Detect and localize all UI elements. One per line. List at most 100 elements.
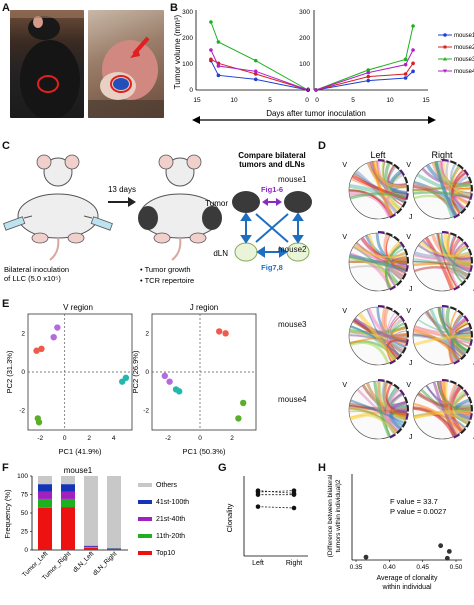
g-point-right (291, 505, 297, 511)
pca-point (222, 330, 229, 337)
f-category-label: dLN_Right (92, 550, 119, 577)
h-point (438, 543, 444, 549)
f-legend-swatch (138, 517, 152, 521)
f-legend-swatch (138, 534, 152, 538)
chord-v-label: V (342, 234, 347, 241)
f-legend-label: 41st-100th (156, 499, 189, 506)
b-left-ytick: 100 (182, 61, 193, 68)
chord-row-label-mouse4: mouse4 (278, 395, 307, 404)
tumor-right-icon (202, 206, 222, 230)
h-p-value: P value = 0.0027 (390, 507, 446, 516)
blue-compare-arrows (240, 212, 304, 258)
dln-left-shape (234, 242, 258, 262)
f-bar-segment-Top10 (38, 507, 52, 550)
g-point-right (291, 492, 297, 497)
chord-v-label: V (342, 162, 347, 169)
mouse-illustration-after (138, 154, 222, 261)
b-ylabel: Tumor volume (mm³) (173, 14, 182, 89)
pca-point (235, 415, 242, 422)
pca-j-xlabel: PC1 (50.3%) (183, 447, 226, 456)
b-right-xtick: 0 (315, 97, 319, 104)
chord-diagram-mouse1-right: VJ (406, 159, 474, 221)
g-ylabel: Clonality (225, 503, 234, 532)
b-left-xticks: 15 10 5 0 (193, 97, 309, 104)
f-ytick-label: 50 (21, 510, 29, 517)
b-point-mouse2 (253, 72, 258, 76)
mouse-photo-open-art (88, 36, 164, 118)
fig16-label: Fig1-6 (261, 185, 283, 194)
b-left-xtick: 15 (193, 97, 201, 104)
chord-cells: VJVJVJVJVJVJVJVJ (342, 159, 474, 441)
h-f-value: F value = 33.7 (390, 497, 438, 506)
chord-diagram-mouse1-left: VJ (342, 159, 413, 221)
b-series-line-mouse2 (315, 63, 414, 91)
f-bar-segment-Others (107, 476, 121, 548)
b-series-line-mouse4 (315, 49, 414, 91)
f-legend-swatch (138, 551, 152, 555)
f-ytick-label: 75 (21, 492, 29, 499)
pca-tick-label: -2 (165, 435, 171, 442)
f-category-label: dLN_Left (72, 550, 96, 574)
pca-tick-label: 2 (230, 435, 234, 442)
h-point (363, 554, 369, 560)
pca-v-ylabel: PC2 (31.3%) (5, 350, 14, 393)
b-right-xticks: 0 5 10 15 (315, 97, 430, 104)
chord-v-label: V (406, 308, 411, 315)
chord-diagram-mouse4-right: VJ (406, 379, 474, 441)
tumor-left-shape (232, 191, 260, 213)
f-bar-segment-Top10 (61, 507, 75, 550)
chord-j-label: J (409, 434, 413, 441)
f-ylabel: Frequency (%) (3, 489, 12, 539)
arrow-right-icon (428, 116, 436, 124)
f-bar-segment-Others (38, 476, 52, 485)
chord-v-label: V (406, 162, 411, 169)
legend-label-mouse2: mouse2 (454, 45, 474, 51)
pca-tick-label: -2 (19, 408, 25, 415)
g-category-label: Right (286, 560, 302, 567)
mouse-photo-back-art (10, 10, 84, 118)
tumor-row-label: Tumor (205, 199, 228, 208)
b-series-line-mouse4 (210, 49, 309, 91)
legend-marker-mouse3 (443, 57, 447, 61)
panel-label-d: D (318, 140, 326, 152)
b-left-xtick: 5 (268, 97, 272, 104)
f-bar-segment-21st-40th (61, 491, 75, 499)
b-xlabel: Days after tumor inoculation (266, 109, 366, 118)
b-point-mouse1 (253, 77, 258, 82)
b-point-mouse4 (411, 48, 415, 52)
panel-label-f: F (2, 462, 9, 474)
pca-point (166, 378, 173, 385)
arrow-head-icon (128, 197, 136, 207)
tumor-right-shape (284, 191, 312, 213)
chord-j-label: J (409, 360, 413, 367)
f-legend-swatch (138, 483, 152, 487)
mouse-photo-open (88, 10, 164, 118)
chord-diagram-mouse2-left: VJ (342, 231, 413, 293)
b-point-mouse1 (216, 73, 221, 78)
pca-tick-label: 0 (198, 435, 202, 442)
b-point-mouse4 (314, 88, 318, 92)
pca-tick-label: 2 (21, 330, 25, 337)
g-point-right (291, 488, 297, 493)
chord-diagram-mouse2-right: VJ (406, 231, 474, 293)
h-xtick-label: 0.50 (450, 564, 463, 571)
b-point-mouse4 (216, 64, 221, 68)
pca-tick-label: 2 (145, 330, 149, 337)
tumor-circle-marker (37, 75, 59, 93)
g-pair-line (257, 490, 295, 493)
b-point-mouse3 (253, 58, 258, 63)
chord-v-label: V (342, 382, 347, 389)
dln-circle-marker (110, 75, 132, 93)
pca-point (33, 347, 40, 354)
days-label: 13 days (108, 185, 136, 194)
f-bar-segment-Others (84, 476, 98, 546)
f-bar-segment-41st-100th (61, 484, 75, 492)
f-title: mouse1 (64, 466, 93, 475)
legend-label-mouse3: mouse3 (454, 57, 474, 63)
pca-ticks: -2 0 2 4 -2 0 2 -2 0 2 -2 0 2 (19, 330, 234, 442)
b-point-mouse4 (306, 88, 310, 92)
pca-point (35, 419, 43, 426)
f-bar-segment-11th-20th (61, 498, 75, 508)
pca-point (54, 324, 61, 331)
chord-j-label: J (409, 214, 413, 221)
